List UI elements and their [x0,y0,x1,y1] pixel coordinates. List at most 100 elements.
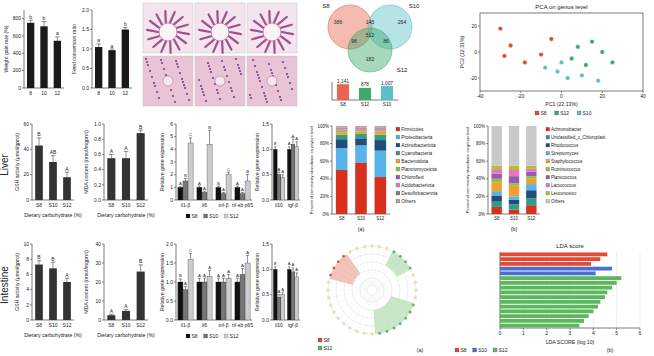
clade-branch [357,249,370,286]
bar [197,282,202,320]
error-line [44,22,45,27]
nucleus [261,86,263,88]
tick-label: 40 [95,241,101,247]
bar [63,177,71,200]
tick-label: 20% [476,194,485,199]
nucleus [205,100,207,102]
significance-letter: A [292,134,295,139]
venn-count: 145 [366,19,375,25]
bar [526,168,536,172]
tick-label: 2 [170,171,173,177]
tick-label: 40 [640,93,646,99]
bar [35,265,43,320]
legend-label: Proteobacteria [401,135,433,140]
annotations: AAB [110,124,143,154]
point [584,63,588,67]
tick-label: 0.5 [82,65,89,71]
y-axis [176,124,177,200]
nucleus [263,92,265,94]
nucleus [265,98,267,100]
bar [178,282,183,320]
points [498,26,614,82]
axis-title: Weight gain rate (%) [3,25,9,72]
error-line [125,28,126,30]
error-cap [208,130,211,131]
bar [500,319,584,323]
nucleus [280,99,282,101]
nucleus [170,89,172,91]
significance-letter: B [217,181,220,186]
significance-letter: A [236,273,239,278]
legend-swatch [546,127,550,131]
data-label: 878 [361,82,369,87]
bar [355,129,367,131]
nucleus [259,80,261,82]
error-line [98,44,99,47]
nucleus [177,66,179,68]
nucleus [223,66,225,68]
bar-chart: 0123456AABABAAACBCBil1-βil6tnf-βnf-κb p6… [159,121,253,219]
error-bar [222,192,225,193]
error-line [228,172,229,175]
error-cap [217,186,220,187]
legend-label: Staphylococcus [551,159,583,164]
point [555,69,559,73]
clade-node [393,327,396,330]
bar [526,166,536,169]
tick-label: 20 [95,279,101,285]
error-bar [51,156,56,162]
nucleus [160,59,162,61]
significance-letter: B [139,124,143,130]
clade-node [386,330,389,333]
annotations: BAAAAA [274,261,298,294]
scatter-chart: -40-2002040-20020PCA on genus levelPC1 (… [459,4,646,116]
legend-label: S8 [324,337,330,343]
error-line [190,138,191,143]
bar [500,309,593,313]
clade-node [327,289,330,292]
bars [35,138,71,200]
error-bar [222,278,225,282]
significance-letter: A [203,273,206,278]
error-line [293,268,294,272]
bar [336,126,348,128]
error-cap [198,186,201,187]
nucleus [231,90,233,92]
bar [226,175,231,200]
clade-node [409,311,412,314]
nucleus [161,62,163,64]
bar [526,190,536,198]
axis-title: Dietary carbohydrate (%) [24,332,82,338]
nucleus [256,71,258,73]
tick-label: 100% [317,124,329,129]
error-cap [179,278,182,279]
tick-label: 600 [13,33,22,39]
bar [336,148,348,170]
nucleus [258,77,260,79]
lumen [263,23,281,41]
nucleus [270,69,272,71]
tick-label: 1.0 [94,121,101,127]
clade-branch [344,294,369,324]
axis-title: Percent of community abundance on phylum… [309,126,314,215]
bar [183,181,188,200]
category-label: tnf-β [218,322,228,328]
bar [526,126,536,166]
axis-title: Feed conversion ratio [71,24,77,74]
error-line [275,267,276,270]
error-line [223,278,224,282]
bar [183,290,188,320]
significance-letter: A [281,287,284,292]
nucleus [208,65,210,67]
bar [287,269,291,320]
point [523,60,527,64]
nucleus [172,95,174,97]
error-line [279,295,280,298]
category-label: tnf-β [218,202,228,208]
tick-label: 0 [499,330,502,336]
row-label: Intestine [0,266,10,304]
nucleus [279,96,281,98]
bar [375,128,387,130]
bar-chart: 0%20%40%60%80%100%S8S10S12Percent of com… [465,124,606,221]
panel-label: (a) [358,226,365,232]
